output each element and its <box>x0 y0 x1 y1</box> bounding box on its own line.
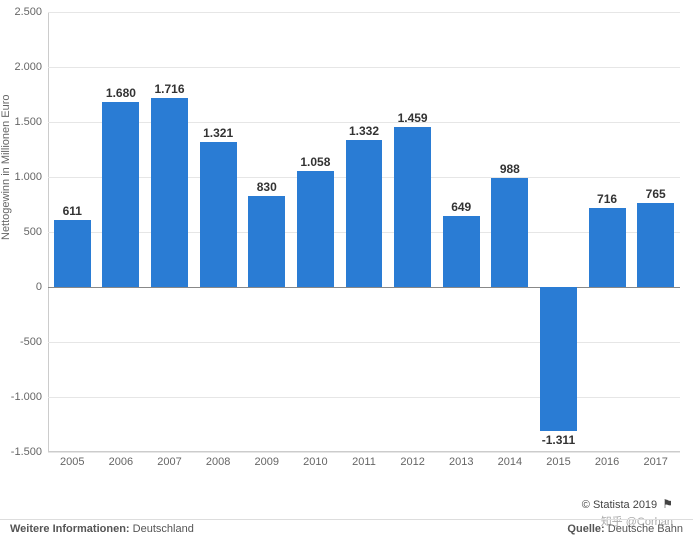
bar <box>297 171 334 287</box>
bar-slot: 1.321 <box>194 12 243 452</box>
bar-slot: 988 <box>486 12 535 452</box>
bar-value-label: 716 <box>597 192 617 206</box>
bar-value-label: 1.459 <box>398 111 428 125</box>
bar-value-label: 1.058 <box>300 155 330 169</box>
footer: © Statista 2019 ⚑ 知乎 @Corhan Weitere Inf… <box>0 495 693 539</box>
grid-line <box>48 452 680 453</box>
y-tick-label: 1.500 <box>14 116 48 128</box>
bar-value-label: 611 <box>63 204 82 218</box>
bar <box>491 178 528 287</box>
bar-slot: 716 <box>583 12 632 452</box>
y-tick-label: -500 <box>20 336 48 348</box>
bar-value-label: 1.321 <box>203 126 233 140</box>
y-tick-label: 0 <box>36 281 48 293</box>
x-tick-label: 2012 <box>400 456 424 468</box>
footer-info: Weitere Informationen: Deutschland <box>10 523 194 539</box>
x-tick-label: 2014 <box>498 456 522 468</box>
bar <box>200 142 237 287</box>
y-tick-label: 1.000 <box>14 171 48 183</box>
x-tick-label: 2011 <box>352 456 376 468</box>
bar-value-label: -1.311 <box>542 433 575 447</box>
bar-value-label: 988 <box>500 162 520 176</box>
y-axis-label: Nettogewinn in Millionen Euro <box>0 94 12 240</box>
footer-source-label: Quelle: <box>567 523 604 535</box>
bar-slot: 649 <box>437 12 486 452</box>
bar-value-label: 830 <box>257 180 277 194</box>
credit-label: © Statista 2019 <box>582 499 657 511</box>
credit-text: © Statista 2019 ⚑ <box>582 497 673 511</box>
bar-slot: 1.058 <box>291 12 340 452</box>
plot-region: -1.500-1.000-50005001.0001.5002.0002.500… <box>48 12 680 452</box>
y-tick-label: -1.000 <box>11 391 48 403</box>
bar <box>248 196 285 287</box>
bar-value-label: 1.332 <box>349 124 379 138</box>
y-tick-label: 2.500 <box>14 6 48 18</box>
y-tick-label: 2.000 <box>14 61 48 73</box>
footer-source: Quelle: Deutsche Bahn <box>567 523 683 539</box>
bar-slot: 611 <box>48 12 97 452</box>
bar <box>589 208 626 287</box>
x-tick-label: 2013 <box>449 456 473 468</box>
bar-slot: 1.716 <box>145 12 194 452</box>
bar <box>346 140 383 287</box>
x-tick-label: 2010 <box>303 456 327 468</box>
bar-value-label: 1.680 <box>106 86 136 100</box>
x-tick-label: 2015 <box>546 456 570 468</box>
bar-slot: 830 <box>242 12 291 452</box>
y-tick-label: -1.500 <box>11 446 48 458</box>
x-tick-label: 2005 <box>60 456 84 468</box>
footer-bar: Weitere Informationen: Deutschland Quell… <box>0 519 693 539</box>
footer-info-value: Deutschland <box>133 523 194 535</box>
bar <box>151 98 188 287</box>
footer-info-label: Weitere Informationen: <box>10 523 130 535</box>
bar <box>637 203 674 287</box>
x-tick-label: 2016 <box>595 456 619 468</box>
bar <box>54 220 91 287</box>
bar-value-label: 649 <box>451 200 471 214</box>
x-tick-label: 2009 <box>255 456 279 468</box>
bar-slot: -1.311 <box>534 12 583 452</box>
bar <box>102 102 139 287</box>
flag-icon: ⚑ <box>662 497 673 511</box>
footer-source-value: Deutsche Bahn <box>608 523 683 535</box>
bar-slot: 1.332 <box>340 12 389 452</box>
bar-slot: 765 <box>631 12 680 452</box>
bar-value-label: 765 <box>646 187 666 201</box>
x-tick-label: 2017 <box>643 456 667 468</box>
x-tick-label: 2007 <box>157 456 181 468</box>
bar <box>540 287 577 431</box>
bar-slot: 1.680 <box>97 12 146 452</box>
chart-area: -1.500-1.000-50005001.0001.5002.0002.500… <box>48 12 680 476</box>
bar-value-label: 1.716 <box>155 82 185 96</box>
bar-slot: 1.459 <box>388 12 437 452</box>
bar <box>443 216 480 287</box>
y-tick-label: 500 <box>24 226 48 238</box>
bar <box>394 127 431 287</box>
x-tick-label: 2006 <box>109 456 133 468</box>
x-tick-label: 2008 <box>206 456 230 468</box>
